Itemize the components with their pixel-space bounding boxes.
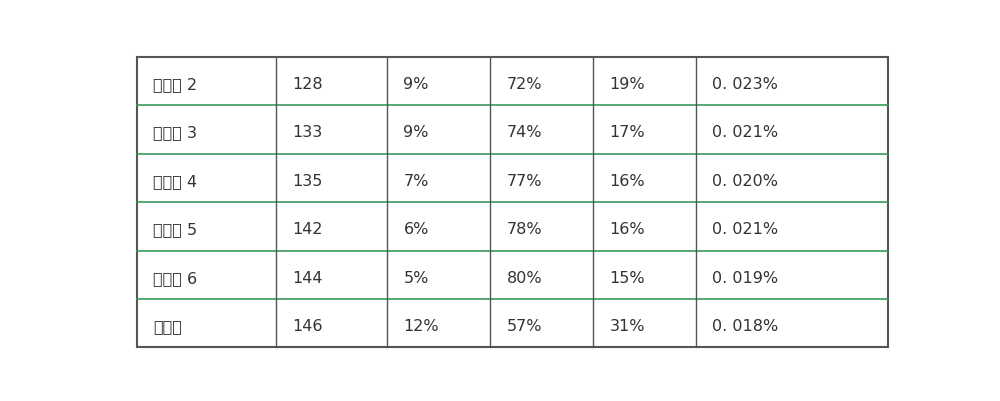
- Text: 6%: 6%: [403, 222, 429, 237]
- Text: 0. 021%: 0. 021%: [712, 222, 779, 237]
- Text: 31%: 31%: [609, 318, 645, 333]
- Text: 142: 142: [292, 222, 323, 237]
- Text: 实施例 5: 实施例 5: [153, 222, 197, 237]
- Text: 16%: 16%: [609, 222, 645, 237]
- Text: 0. 021%: 0. 021%: [712, 125, 779, 140]
- Text: 12%: 12%: [403, 318, 439, 333]
- Text: 0. 023%: 0. 023%: [712, 77, 778, 91]
- Text: 9%: 9%: [403, 77, 429, 91]
- Text: 74%: 74%: [506, 125, 542, 140]
- Text: 16%: 16%: [609, 173, 645, 188]
- Text: 对比例: 对比例: [153, 318, 182, 333]
- Text: 17%: 17%: [609, 125, 645, 140]
- Text: 128: 128: [292, 77, 323, 91]
- Text: 133: 133: [292, 125, 322, 140]
- Text: 78%: 78%: [506, 222, 542, 237]
- Text: 80%: 80%: [506, 270, 542, 285]
- Text: 实施例 6: 实施例 6: [153, 270, 197, 285]
- Text: 19%: 19%: [609, 77, 645, 91]
- Text: 146: 146: [292, 318, 323, 333]
- Text: 实施例 3: 实施例 3: [153, 125, 197, 140]
- Text: 77%: 77%: [506, 173, 542, 188]
- Text: 实施例 2: 实施例 2: [153, 77, 197, 91]
- Text: 0. 019%: 0. 019%: [712, 270, 779, 285]
- Text: 0. 020%: 0. 020%: [712, 173, 778, 188]
- Text: 0. 018%: 0. 018%: [712, 318, 779, 333]
- Text: 135: 135: [292, 173, 323, 188]
- Text: 7%: 7%: [403, 173, 429, 188]
- Text: 9%: 9%: [403, 125, 429, 140]
- Text: 72%: 72%: [506, 77, 542, 91]
- Text: 144: 144: [292, 270, 323, 285]
- Text: 57%: 57%: [506, 318, 542, 333]
- Text: 实施例 4: 实施例 4: [153, 173, 197, 188]
- Text: 15%: 15%: [609, 270, 645, 285]
- Text: 5%: 5%: [403, 270, 429, 285]
